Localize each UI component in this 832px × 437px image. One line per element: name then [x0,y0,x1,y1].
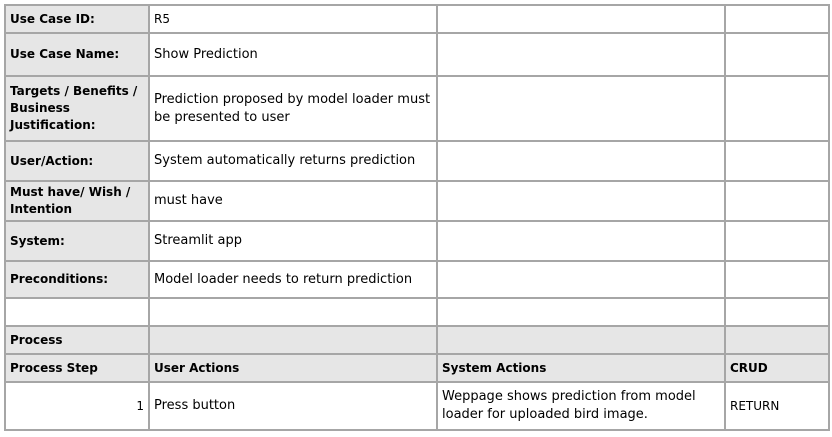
shaded-cell [724,325,830,355]
empty-cell [724,180,830,222]
empty-cell [148,297,438,327]
system-actions-header: System Actions [436,353,726,383]
empty-cell [724,4,830,34]
user-actions-header: User Actions [148,353,438,383]
use-case-table: Use Case ID: R5 Use Case Name: Show Pred… [4,4,830,431]
process-step-row: 1 Press button Weppage shows prediction … [4,381,830,431]
process-title: Process [4,325,150,355]
use-case-name-row: Use Case Name: Show Prediction [4,32,830,77]
process-step-user-action: Press button [148,381,438,431]
use-case-id-value: R5 [148,4,438,34]
must-have-row: Must have/ Wish / Intention must have [4,180,830,222]
targets-row: Targets / Benefits / Business Justificat… [4,75,830,142]
empty-cell [4,297,150,327]
must-have-value: must have [148,180,438,222]
preconditions-label: Preconditions: [4,260,150,299]
empty-cell [436,297,726,327]
empty-cell [724,297,830,327]
empty-cell [436,260,726,299]
empty-cell [436,220,726,262]
empty-cell [724,75,830,142]
process-header-row: Process Step User Actions System Actions… [4,353,830,383]
process-step-system-action: Weppage shows prediction from model load… [436,381,726,431]
must-have-label: Must have/ Wish / Intention [4,180,150,222]
empty-cell [724,260,830,299]
empty-cell [724,220,830,262]
system-label: System: [4,220,150,262]
system-value: Streamlit app [148,220,438,262]
use-case-name-value: Show Prediction [148,32,438,77]
use-case-name-label: Use Case Name: [4,32,150,77]
preconditions-row: Preconditions: Model loader needs to ret… [4,260,830,299]
empty-cell [724,140,830,182]
empty-cell [436,140,726,182]
targets-label: Targets / Benefits / Business Justificat… [4,75,150,142]
crud-header: CRUD [724,353,830,383]
empty-cell [436,180,726,222]
process-title-row: Process [4,325,830,355]
spacer-row [4,297,830,327]
user-action-label: User/Action: [4,140,150,182]
process-step-number: 1 [4,381,150,431]
user-action-value: System automatically returns prediction [148,140,438,182]
user-action-row: User/Action: System automatically return… [4,140,830,182]
system-row: System: Streamlit app [4,220,830,262]
shaded-cell [148,325,438,355]
empty-cell [724,32,830,77]
process-step-header: Process Step [4,353,150,383]
empty-cell [436,32,726,77]
empty-cell [436,75,726,142]
shaded-cell [436,325,726,355]
targets-value: Prediction proposed by model loader must… [148,75,438,142]
empty-cell [436,4,726,34]
use-case-id-row: Use Case ID: R5 [4,4,830,34]
process-step-crud: RETURN [724,381,830,431]
use-case-id-label: Use Case ID: [4,4,150,34]
preconditions-value: Model loader needs to return prediction [148,260,438,299]
